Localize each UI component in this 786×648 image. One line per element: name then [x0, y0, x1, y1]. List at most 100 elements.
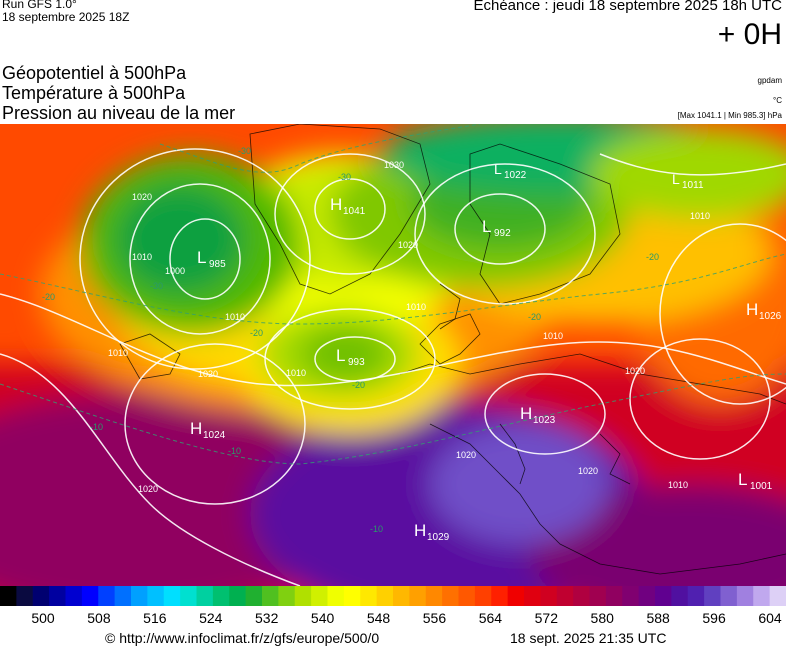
colorbar-swatch [589, 586, 607, 606]
colorbar-swatch [655, 586, 672, 606]
colorbar-swatch [540, 586, 558, 606]
colorbar-swatch [343, 586, 361, 606]
center-h-1024: H 1024 [190, 419, 226, 441]
isobar-label: 1010 [543, 331, 563, 341]
colorbar-swatch [278, 586, 296, 606]
svg-text:H: H [746, 300, 758, 319]
colorbar-swatch [212, 586, 230, 606]
isobar-label: 1010 [108, 348, 128, 358]
colorbar-swatch [524, 586, 541, 606]
isobar-label: 1010 [690, 211, 710, 221]
center-h-1026: H 1026 [746, 300, 782, 322]
colorbar-swatch [491, 586, 509, 606]
coastlines [119, 124, 786, 575]
colorbar-swatch [262, 586, 279, 606]
title-geopotential: Géopotentiel à 500hPa [2, 63, 187, 83]
colorbar-swatch [49, 586, 67, 606]
colorbar-swatch [65, 586, 83, 606]
colorbar-tick-label: 524 [199, 610, 223, 626]
colorbar-swatch [393, 586, 410, 606]
footer-url: © http://www.infoclimat.fr/z/gfs/europe/… [105, 630, 380, 646]
colorbar-swatch [720, 586, 738, 606]
svg-text:L: L [482, 217, 491, 236]
colorbar-swatch [16, 586, 34, 606]
colorbar-swatch [736, 586, 754, 606]
svg-text:L: L [738, 470, 747, 489]
isobar-label: 1000 [165, 266, 185, 276]
colorbar-swatch [474, 586, 492, 606]
unit-geopotential: gpdam [757, 76, 782, 85]
isotherm-label: -10 [370, 524, 383, 534]
colorbar-swatch [409, 586, 427, 606]
center-l-1001: L 1001 [738, 470, 773, 492]
isobar-label: 1020 [398, 240, 418, 250]
colorbar-swatch [376, 586, 394, 606]
colorbar-swatch [294, 586, 312, 606]
run-model: Run GFS 1.0° [2, 0, 77, 11]
svg-text:1001: 1001 [750, 481, 773, 492]
colorbar-swatch [114, 586, 132, 606]
colorbar-tick-label: 572 [534, 610, 558, 626]
isotherm-label: -20 [352, 380, 365, 390]
svg-text:992: 992 [494, 228, 511, 239]
center-l-985: L 985 [197, 248, 226, 270]
run-info: Run GFS 1.0° 18 septembre 2025 18Z [2, 0, 129, 24]
isobar-label: 1010 [225, 312, 245, 322]
isobar-label: 1020 [625, 366, 645, 376]
isobar-label: 1010 [406, 302, 426, 312]
colorbar-swatch [622, 586, 640, 606]
colorbar-tick-label: 516 [143, 610, 167, 626]
colorbar-swatch [229, 586, 247, 606]
isobar-label: 1020 [578, 466, 598, 476]
svg-text:1041: 1041 [343, 206, 366, 217]
colorbar-swatch [163, 586, 181, 606]
footer-date: 18 sept. 2025 21:35 UTC [510, 630, 667, 646]
isotherm-label: -30 [238, 146, 251, 156]
isobar-label: 1010 [286, 368, 306, 378]
center-l-1011: L 1011 [672, 171, 704, 191]
svg-text:H: H [414, 521, 426, 540]
colorbar-swatch [687, 586, 705, 606]
colorbar-tick-label: 580 [590, 610, 614, 626]
colorbar-swatch [147, 586, 165, 606]
colorbar-swatch [131, 586, 148, 606]
svg-text:1022: 1022 [504, 170, 527, 181]
colorbar-swatch [98, 586, 116, 606]
colorbar-swatch [753, 586, 771, 606]
colorbar-swatch [81, 586, 99, 606]
svg-text:L: L [336, 346, 345, 365]
colorbar-swatch [425, 586, 443, 606]
isotherm-label: -20 [250, 328, 263, 338]
colorbar-swatch [360, 586, 378, 606]
pressure-centers: L 985 H 1041 L 992 L 1022 L 1011 H 1026 [190, 161, 782, 543]
colorbar-swatch [196, 586, 214, 606]
run-date: 18 septembre 2025 18Z [2, 10, 130, 24]
isobar-label: 1010 [668, 480, 688, 490]
isotherm-label: -10 [228, 446, 241, 456]
isotherm-label: -10 [90, 422, 103, 432]
geopotential-field [0, 124, 786, 586]
colorbar-tick-label: 500 [31, 610, 55, 626]
svg-text:H: H [190, 419, 202, 438]
isotherm-label: -30 [338, 172, 351, 182]
colorbar-swatch [671, 586, 689, 606]
colorbar-swatch [32, 586, 50, 606]
title-temperature: Température à 500hPa [2, 83, 186, 103]
center-h-1029: H 1029 [414, 521, 450, 543]
svg-text:L: L [197, 248, 206, 267]
svg-text:H: H [330, 195, 342, 214]
isotherms [0, 124, 786, 465]
colorbar-tick-label: 588 [646, 610, 670, 626]
colorbar-swatch [573, 586, 591, 606]
colorbar-tick-label: 532 [255, 610, 279, 626]
svg-text:993: 993 [348, 357, 365, 368]
isobar-label: 1030 [384, 160, 404, 170]
svg-text:L: L [494, 161, 502, 177]
weather-map: L 985 H 1041 L 992 L 1022 L 1011 H 1026 [0, 124, 786, 586]
svg-text:1024: 1024 [203, 430, 226, 441]
colorbar-tick-label: 508 [87, 610, 111, 626]
svg-text:1011: 1011 [682, 180, 704, 191]
isobar-label: 1020 [138, 484, 158, 494]
svg-text:1023: 1023 [533, 415, 556, 426]
svg-text:L: L [672, 171, 680, 187]
